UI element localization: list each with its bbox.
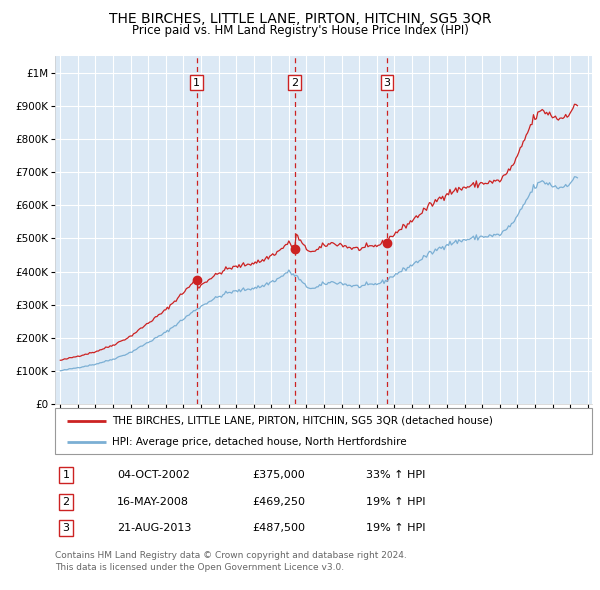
Text: 3: 3 — [62, 523, 70, 533]
Text: 2: 2 — [291, 77, 298, 87]
Text: 16-MAY-2008: 16-MAY-2008 — [117, 497, 189, 507]
Text: THE BIRCHES, LITTLE LANE, PIRTON, HITCHIN, SG5 3QR: THE BIRCHES, LITTLE LANE, PIRTON, HITCHI… — [109, 12, 491, 26]
Text: 1: 1 — [193, 77, 200, 87]
Text: Contains HM Land Registry data © Crown copyright and database right 2024.
This d: Contains HM Land Registry data © Crown c… — [55, 551, 407, 572]
Text: 21-AUG-2013: 21-AUG-2013 — [117, 523, 191, 533]
Text: THE BIRCHES, LITTLE LANE, PIRTON, HITCHIN, SG5 3QR (detached house): THE BIRCHES, LITTLE LANE, PIRTON, HITCHI… — [112, 416, 493, 426]
Text: 1: 1 — [62, 470, 70, 480]
Text: £469,250: £469,250 — [252, 497, 305, 507]
Text: £487,500: £487,500 — [252, 523, 305, 533]
Text: HPI: Average price, detached house, North Hertfordshire: HPI: Average price, detached house, Nort… — [112, 437, 407, 447]
Text: £375,000: £375,000 — [252, 470, 305, 480]
Text: 2: 2 — [62, 497, 70, 507]
Text: 33% ↑ HPI: 33% ↑ HPI — [366, 470, 425, 480]
Text: Price paid vs. HM Land Registry's House Price Index (HPI): Price paid vs. HM Land Registry's House … — [131, 24, 469, 37]
Text: 19% ↑ HPI: 19% ↑ HPI — [366, 497, 425, 507]
Text: 04-OCT-2002: 04-OCT-2002 — [117, 470, 190, 480]
Text: 19% ↑ HPI: 19% ↑ HPI — [366, 523, 425, 533]
Text: 3: 3 — [383, 77, 391, 87]
